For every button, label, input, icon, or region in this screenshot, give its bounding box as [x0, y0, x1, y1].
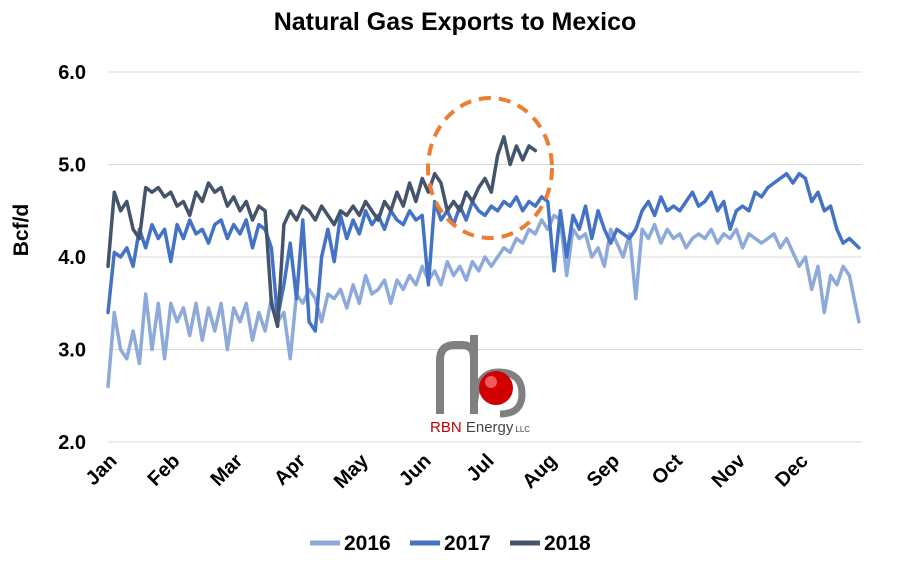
- x-tick-label: Jul: [463, 450, 499, 486]
- x-tick-label: Jan: [82, 450, 122, 490]
- series-line-2016: [106, 213, 861, 389]
- x-tick-label: Feb: [144, 450, 185, 491]
- x-tick-label: Dec: [771, 450, 813, 492]
- y-tick-label: 4.0: [58, 247, 86, 269]
- x-tick-label: Mar: [206, 450, 247, 491]
- x-tick-label: Jun: [395, 450, 436, 491]
- y-axis-ticks: 6.0 5.0 4.0 3.0 2.0: [58, 62, 86, 454]
- y-tick-label: 3.0: [58, 340, 86, 362]
- x-tick-label: May: [330, 449, 374, 493]
- legend-label-2016: 2016: [344, 532, 391, 555]
- x-tick-label: Nov: [708, 449, 751, 492]
- series-line-2018: [106, 135, 538, 329]
- chart-title: Natural Gas Exports to Mexico: [274, 8, 637, 36]
- x-tick-label: Sep: [583, 450, 624, 491]
- highlight-circle-annotation: [426, 96, 554, 240]
- rbn-energy-logo: RBN Energy LLC: [430, 335, 530, 436]
- x-axis-ticks: Jan Feb Mar Apr May Jun Jul Aug Sep Oct Nov Dec: [82, 449, 813, 493]
- x-tick-label: Aug: [518, 450, 561, 493]
- y-tick-label: 6.0: [58, 62, 86, 84]
- y-tick-label: 2.0: [58, 432, 86, 454]
- y-tick-label: 5.0: [58, 155, 86, 177]
- y-axis-label: Bcf/d: [10, 204, 33, 257]
- rbn-logo-mark: [436, 335, 526, 418]
- logo-name: RBN Energy LLC: [430, 419, 530, 436]
- x-tick-label: Oct: [648, 450, 687, 489]
- legend-label-2017: 2017: [444, 532, 491, 555]
- legend: 2016 2017 2018: [310, 532, 591, 555]
- x-tick-label: Apr: [270, 450, 310, 490]
- series-line-2017: [106, 171, 861, 333]
- series-layer: [106, 135, 861, 389]
- legend-label-2018: 2018: [544, 532, 591, 555]
